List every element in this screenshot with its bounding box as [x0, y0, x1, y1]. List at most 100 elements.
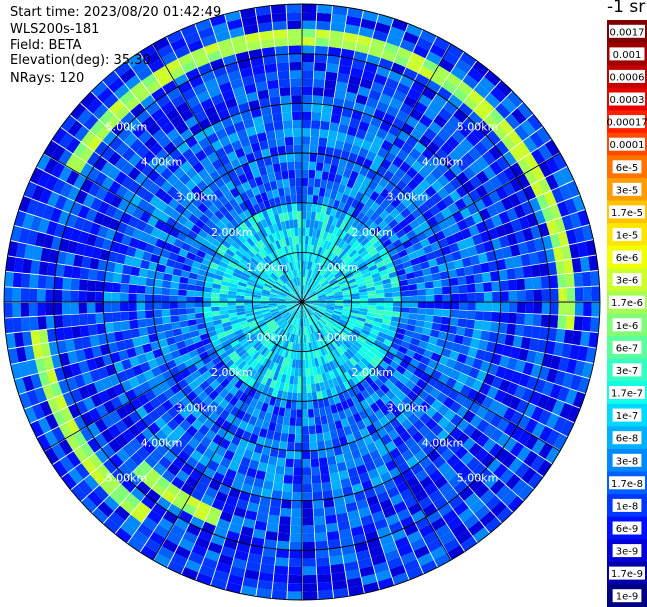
radar-cell	[256, 588, 272, 599]
radar-cell	[420, 334, 430, 343]
radar-cell	[340, 536, 354, 548]
radar-cell	[278, 153, 287, 163]
radar-cell	[351, 307, 360, 311]
radar-cell	[144, 286, 154, 295]
radar-cell	[252, 306, 262, 310]
radar-cell	[297, 384, 302, 394]
radar-cell	[302, 335, 305, 344]
radar-cell	[321, 171, 330, 181]
radar-cell	[342, 289, 351, 294]
radar-cell	[333, 348, 341, 358]
colorbar-tick-bg	[609, 69, 645, 83]
radar-cell	[307, 244, 311, 253]
radar-cell	[201, 258, 212, 267]
radar-cell	[268, 224, 276, 234]
radar-cell	[310, 136, 319, 146]
radar-cell	[310, 253, 315, 262]
radar-cell	[449, 317, 459, 327]
radar-cell	[284, 220, 291, 230]
radar-cell	[48, 249, 59, 264]
radar-cell	[306, 278, 310, 287]
radar-cell	[249, 275, 258, 282]
radar-cell	[195, 312, 204, 319]
radar-cell	[293, 136, 302, 145]
radar-cell	[326, 322, 335, 330]
radar-cell	[128, 410, 142, 424]
radar-cell	[257, 410, 267, 421]
radar-cell	[318, 457, 328, 467]
radar-cell	[241, 341, 251, 349]
radar-cell	[367, 468, 380, 480]
radar-cell	[279, 230, 285, 239]
radar-cell	[77, 479, 93, 496]
radar-cell	[281, 170, 289, 180]
radar-cell	[368, 298, 377, 302]
radar-cell	[342, 306, 352, 310]
radar-cell	[278, 356, 285, 365]
radar-cell	[227, 298, 236, 302]
radar-cell	[354, 351, 364, 361]
radar-cell	[389, 208, 401, 219]
radar-cell	[306, 288, 313, 296]
radar-cell	[400, 488, 414, 501]
radar-cell	[338, 469, 350, 480]
radar-cell	[308, 307, 315, 313]
radar-cell	[29, 274, 39, 289]
radar-cell	[81, 219, 94, 233]
radar-cell	[292, 288, 298, 296]
radar-cell	[504, 257, 515, 269]
radar-cell	[400, 307, 410, 313]
radar-cell	[349, 346, 358, 355]
radar-cell	[325, 272, 333, 280]
radar-cell	[356, 420, 366, 431]
radar-cell	[210, 379, 221, 390]
radar-cell	[309, 294, 318, 299]
radar-cell	[209, 334, 219, 343]
radar-cell	[120, 311, 130, 321]
radar-cell	[396, 82, 411, 96]
radar-cell	[283, 416, 290, 426]
radar-cell	[265, 317, 274, 323]
radar-cell	[248, 225, 257, 235]
radar-cell	[472, 462, 487, 477]
radar-cell	[277, 328, 284, 337]
radar-cell	[245, 312, 254, 317]
azimuth-spoke	[301, 43, 452, 303]
radar-cell	[26, 389, 40, 406]
radar-cell	[333, 257, 341, 265]
radar-cell	[132, 364, 144, 377]
radar-cell	[396, 47, 413, 60]
radar-cell	[180, 108, 194, 122]
radar-cell	[522, 227, 534, 242]
radar-cell	[109, 453, 124, 469]
radar-cell	[317, 581, 333, 592]
radar-cell	[285, 300, 294, 302]
radar-cell	[427, 234, 438, 245]
radar-cell	[141, 115, 156, 130]
radar-cell	[205, 514, 219, 527]
radar-cell	[322, 269, 330, 278]
radar-cell	[463, 514, 480, 530]
radar-cell	[67, 240, 78, 254]
radar-cell	[322, 326, 330, 335]
radar-cell	[86, 291, 96, 302]
radar-cell	[300, 335, 302, 344]
radar-cell	[359, 332, 369, 339]
radar-cell	[309, 367, 314, 377]
radar-cell	[310, 271, 316, 280]
radar-cell	[547, 328, 558, 342]
radar-cell	[322, 163, 331, 173]
radar-cell	[157, 73, 173, 87]
radar-cell	[330, 22, 346, 33]
radar-cell	[260, 300, 269, 302]
radar-cell	[12, 302, 21, 318]
radar-cell	[215, 30, 231, 43]
radar-cell	[294, 299, 302, 302]
radar-cell	[282, 366, 289, 375]
radar-cell	[406, 566, 424, 580]
radar-cell	[508, 396, 522, 411]
radar-cell	[267, 79, 279, 90]
radar-cell	[508, 302, 518, 313]
radar-cell	[81, 336, 92, 349]
